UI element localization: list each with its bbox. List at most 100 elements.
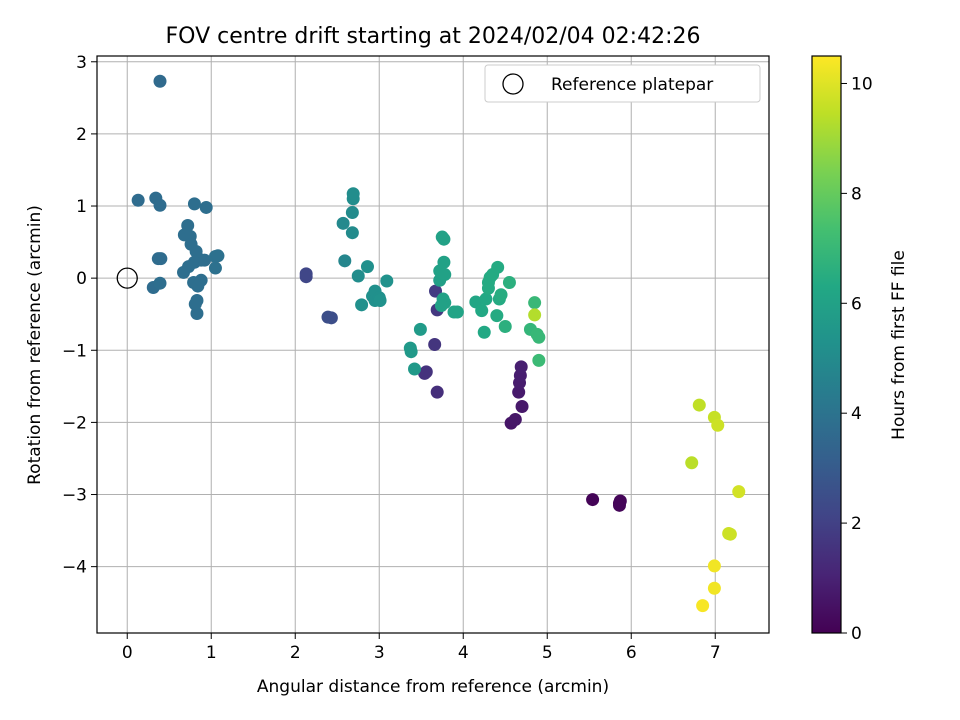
data-point	[692, 398, 706, 412]
data-point	[477, 325, 491, 339]
data-point	[355, 298, 369, 312]
data-point	[528, 296, 542, 310]
data-point	[696, 599, 710, 613]
colorbar-tick-label: 4	[851, 404, 862, 424]
x-tick-label: 5	[542, 643, 553, 663]
data-point	[707, 559, 721, 573]
data-point	[438, 268, 452, 282]
data-point	[351, 269, 365, 283]
data-point	[490, 309, 504, 323]
data-point	[508, 413, 522, 427]
data-point	[532, 353, 546, 367]
y-tick-label: 1	[76, 197, 87, 217]
colorbar-tick-label: 0	[851, 624, 862, 644]
data-point	[612, 498, 626, 512]
y-tick-label: −4	[62, 558, 87, 578]
data-point	[479, 292, 493, 306]
data-point	[437, 232, 451, 246]
data-point	[151, 252, 165, 266]
data-point	[498, 319, 512, 333]
data-point	[428, 338, 442, 351]
data-point	[434, 299, 448, 313]
data-point	[586, 493, 600, 507]
plot-frame	[96, 55, 770, 634]
data-point	[711, 418, 725, 432]
colorbar-frame	[811, 55, 842, 634]
data-point	[346, 187, 360, 201]
data-point	[153, 198, 167, 212]
data-point	[199, 200, 213, 214]
data-point	[336, 216, 350, 230]
data-point	[360, 260, 374, 274]
x-tick-label: 4	[458, 643, 469, 663]
colorbar-label: Hours from first FF file	[889, 250, 909, 440]
reference-marker	[116, 267, 138, 289]
legend: Reference platepar	[484, 64, 761, 103]
data-point	[187, 197, 201, 211]
data-point	[491, 260, 505, 274]
data-point	[182, 260, 196, 274]
data-point	[450, 305, 464, 319]
colorbar-tick-label: 2	[851, 514, 862, 534]
data-point	[324, 311, 338, 325]
colorbar-ticks: 0 2 4 6 8 10	[841, 74, 873, 644]
data-point	[299, 267, 313, 281]
colorbar: 0 2 4 6 8 10 Hours from first FF file	[811, 55, 909, 644]
data-point	[707, 581, 721, 595]
data-point	[685, 456, 699, 470]
legend-box	[484, 64, 761, 103]
data-points	[131, 74, 746, 613]
colorbar-tick-label: 10	[851, 74, 873, 94]
data-point	[413, 322, 427, 336]
data-point	[131, 193, 145, 207]
data-point	[208, 261, 222, 275]
data-point	[153, 276, 167, 290]
data-point	[515, 400, 529, 414]
data-point	[475, 304, 489, 318]
data-point	[532, 330, 546, 344]
y-axis-ticks: −4 −3 −2 −1 0 1 2 3	[62, 53, 97, 578]
data-point	[430, 385, 444, 399]
x-tick-label: 1	[206, 643, 217, 663]
colorbar-tick-label: 8	[851, 184, 862, 204]
y-tick-label: 2	[76, 125, 87, 145]
chart-title: FOV centre drift starting at 2024/02/04 …	[166, 24, 701, 49]
reference-platepar-marker	[116, 267, 138, 289]
x-tick-label: 2	[290, 643, 301, 663]
data-point	[345, 206, 359, 220]
data-point	[494, 288, 508, 302]
data-point	[190, 306, 204, 320]
x-tick-label: 7	[710, 643, 721, 663]
legend-label: Reference platepar	[551, 75, 713, 95]
data-point	[418, 366, 432, 380]
y-tick-label: 3	[76, 53, 87, 73]
data-point	[528, 308, 542, 322]
x-axis-label: Angular distance from reference (arcmin)	[257, 677, 609, 697]
data-point	[373, 294, 387, 308]
y-axis-label: Rotation from reference (arcmin)	[25, 205, 45, 485]
data-point	[514, 360, 528, 374]
data-point	[211, 249, 225, 263]
data-point	[345, 226, 359, 240]
data-point	[732, 485, 746, 499]
legend-marker	[502, 73, 524, 95]
data-point	[404, 345, 418, 359]
data-point	[198, 253, 212, 267]
colorbar-tick-label: 6	[851, 294, 862, 314]
x-tick-label: 3	[374, 643, 385, 663]
colorbar-gradient	[812, 56, 841, 633]
grid-lines	[97, 56, 769, 633]
x-tick-label: 0	[122, 643, 133, 663]
data-point	[502, 275, 516, 289]
data-point	[380, 274, 394, 288]
y-tick-label: −1	[62, 341, 87, 361]
data-point	[437, 255, 451, 269]
y-tick-label: −3	[62, 486, 87, 506]
data-point	[408, 362, 422, 376]
x-axis-ticks: 0 1 2 3 4 5 6 7	[122, 633, 721, 663]
data-point	[194, 273, 208, 287]
data-point	[723, 527, 737, 541]
data-point	[512, 385, 526, 399]
data-point	[153, 74, 167, 88]
